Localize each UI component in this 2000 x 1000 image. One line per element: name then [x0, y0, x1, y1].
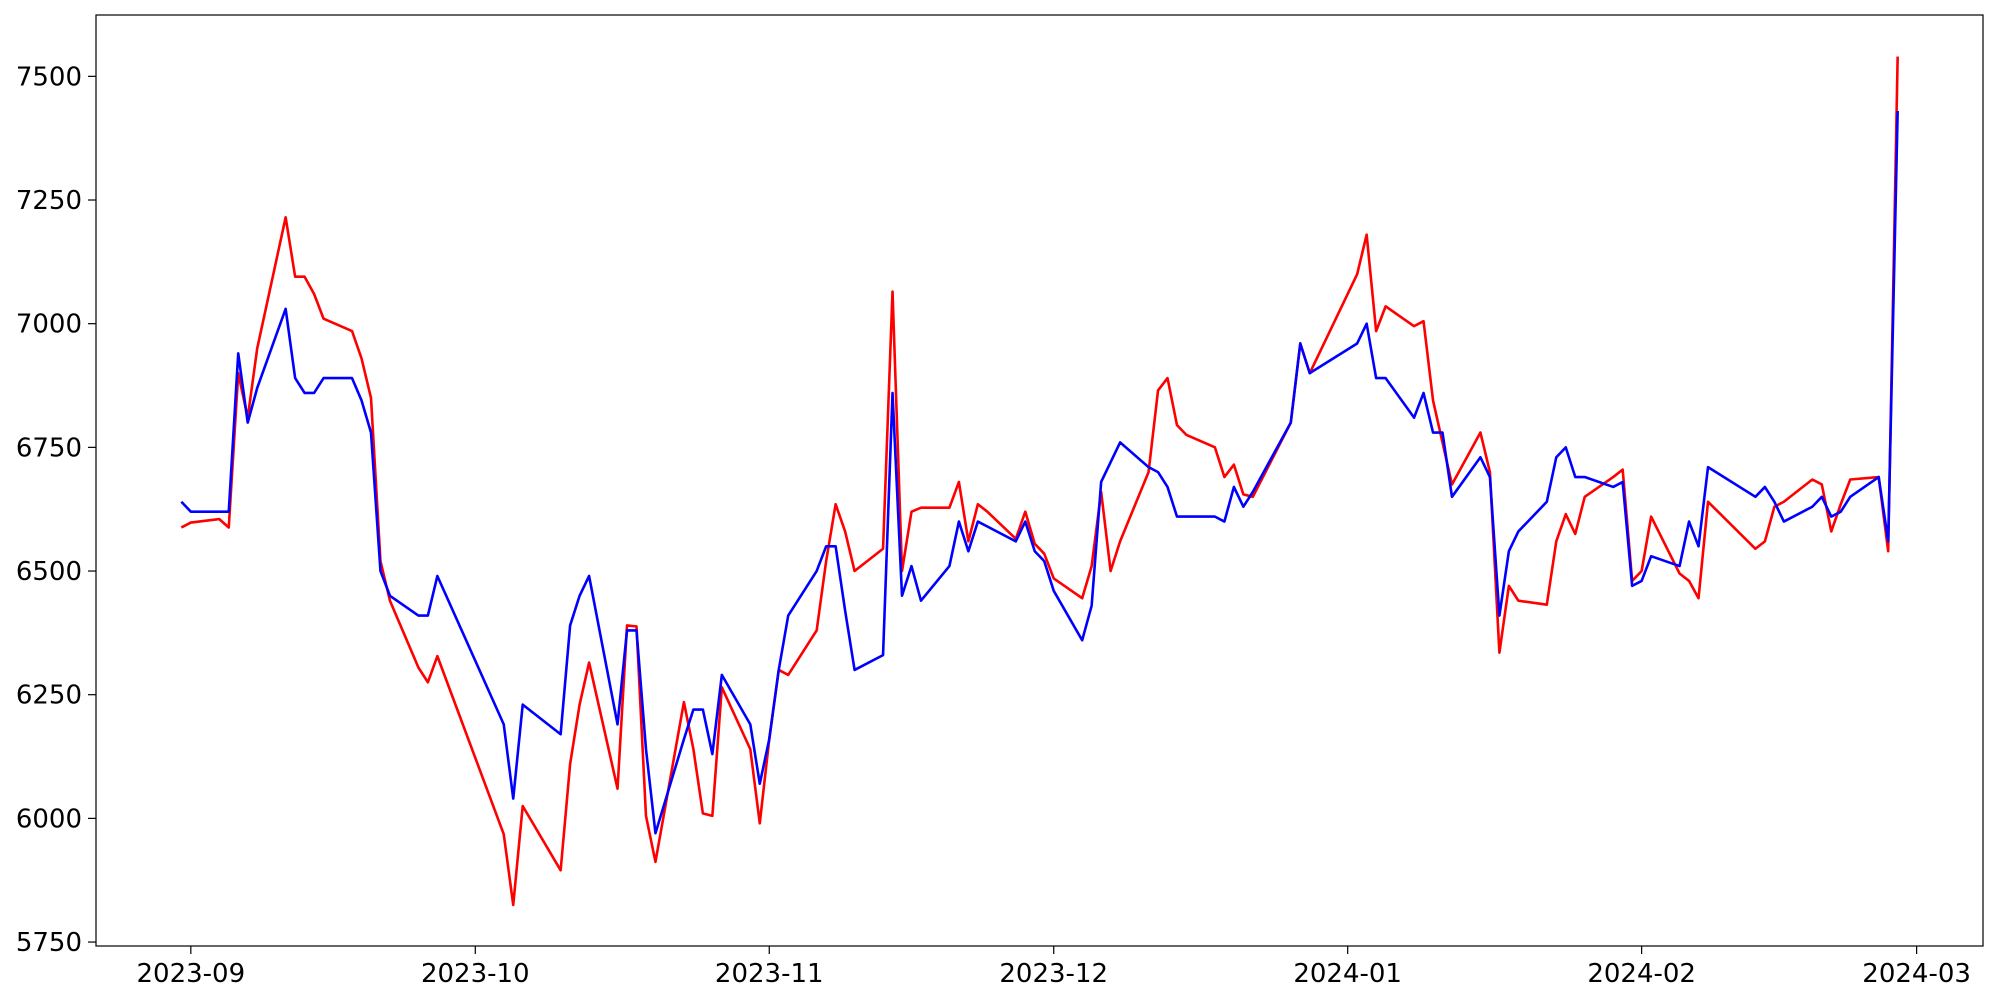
plot-frame — [95, 14, 1984, 947]
y-tick-label: 6250 — [16, 681, 82, 711]
x-tick-label: 2024-01 — [1293, 959, 1402, 989]
x-tick-label: 2024-03 — [1862, 959, 1971, 989]
y-tick-label: 5750 — [16, 928, 82, 958]
y-tick-label: 7000 — [16, 310, 82, 340]
y-tick-label: 7250 — [16, 186, 82, 216]
y-tick-label: 6750 — [16, 433, 82, 463]
x-tick-label: 2023-12 — [999, 959, 1108, 989]
x-tick-label: 2023-10 — [421, 959, 530, 989]
series-line — [180, 110, 1899, 835]
x-tick-label: 2023-11 — [715, 959, 824, 989]
x-tick-label: 2023-09 — [137, 959, 246, 989]
y-tick-label: 7500 — [16, 62, 82, 92]
series-line — [180, 56, 1899, 907]
x-tick-label: 2024-02 — [1587, 959, 1696, 989]
y-tick-label: 6500 — [16, 557, 82, 587]
y-tick-label: 6000 — [16, 804, 82, 834]
